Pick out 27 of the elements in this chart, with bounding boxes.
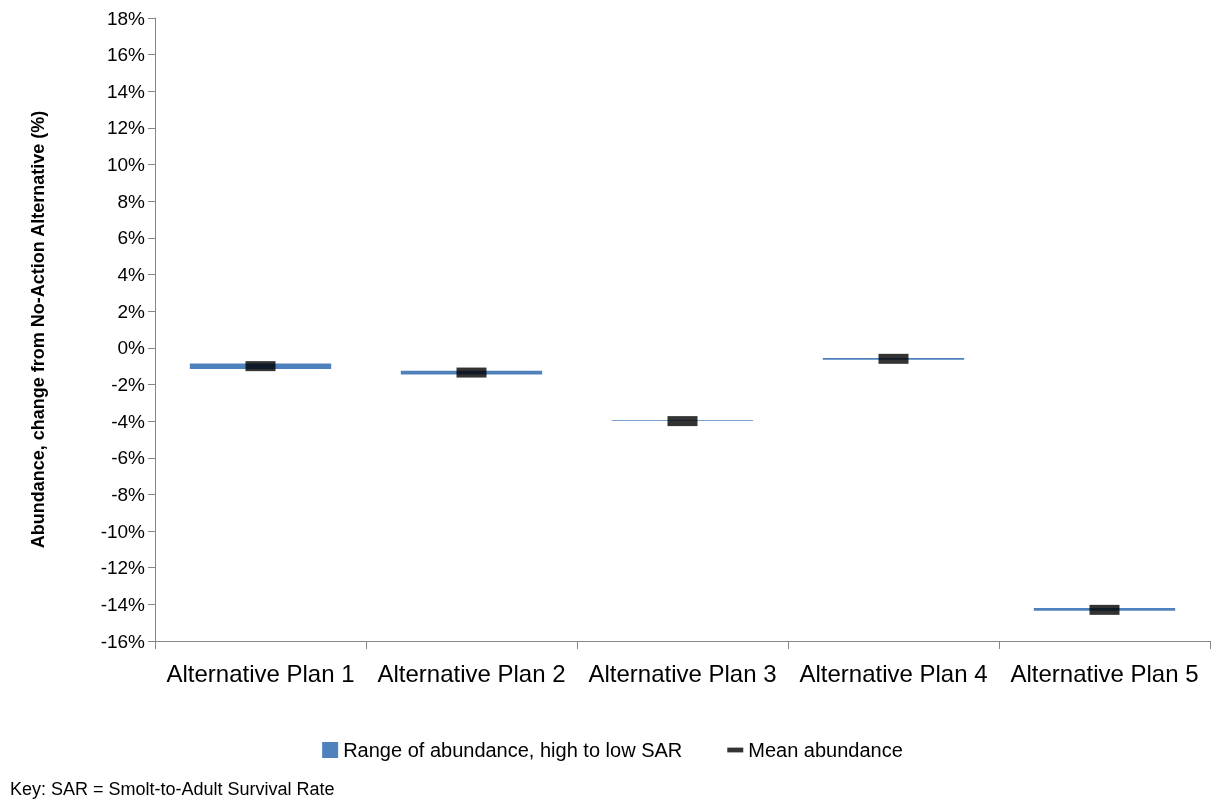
x-tick-label: Alternative Plan 4: [799, 659, 988, 687]
x-tick-label: Alternative Plan 1: [166, 659, 355, 687]
x-tick-label: Alternative Plan 2: [377, 659, 566, 687]
y-tick-label: 18%: [106, 7, 146, 29]
y-tick-label: -8%: [111, 483, 146, 505]
y-tick-label: 2%: [117, 300, 146, 322]
y-tick-label: 0%: [117, 337, 146, 359]
y-tick-label: 14%: [106, 80, 146, 102]
legend-label: Range of abundance, high to low SAR: [343, 739, 683, 761]
y-tick-label: 16%: [106, 44, 146, 66]
y-tick-label: -2%: [111, 373, 146, 395]
y-tick-label: 10%: [106, 154, 146, 176]
y-tick-label: -10%: [100, 520, 146, 542]
y-tick-label: 6%: [117, 227, 146, 249]
legend-label: Mean abundance: [748, 739, 903, 761]
y-axis-title: Abundance, change from No-Action Alternative (%): [28, 110, 48, 549]
text: Key: SAR = Smolt-to-Adult Survival Rate: [10, 779, 335, 799]
y-tick-label: -4%: [111, 410, 146, 432]
y-tick-label: -12%: [100, 557, 146, 579]
x-tick-label: Alternative Plan 5: [1010, 659, 1199, 687]
y-tick-label: -6%: [111, 447, 146, 469]
y-tick-label: 8%: [117, 190, 146, 212]
y-tick-label: -14%: [100, 593, 146, 615]
y-tick-label: 12%: [106, 117, 146, 139]
x-tick-label: Alternative Plan 3: [588, 659, 777, 687]
y-tick-label: -16%: [100, 630, 146, 652]
y-tick-label: 4%: [117, 264, 146, 286]
